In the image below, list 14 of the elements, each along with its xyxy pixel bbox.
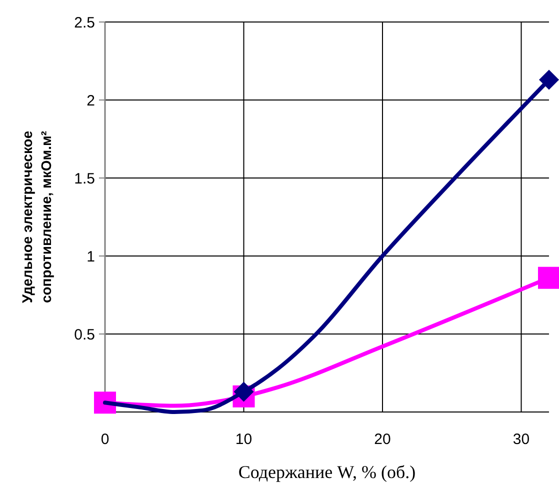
y-tick-label: 1.5 (74, 170, 95, 188)
point (538, 266, 559, 289)
x-tick-label: 0 (100, 431, 110, 448)
x-tick-label: 10 (235, 431, 252, 448)
point (234, 382, 254, 402)
y-tick-label: 1 (86, 248, 95, 266)
x-tick-label: 20 (374, 431, 391, 448)
y-tick-label: 2 (86, 92, 95, 110)
y-tick-label: 2.5 (74, 14, 95, 32)
x-tick-label: 30 (512, 431, 530, 448)
y-tick-label: 0.5 (74, 326, 95, 344)
y-axis-title: Удельное электрическое сопротивление, мкОм.м² (19, 130, 54, 304)
point (539, 70, 559, 90)
x-axis-title: Содержание W, % (об.) (238, 462, 416, 482)
